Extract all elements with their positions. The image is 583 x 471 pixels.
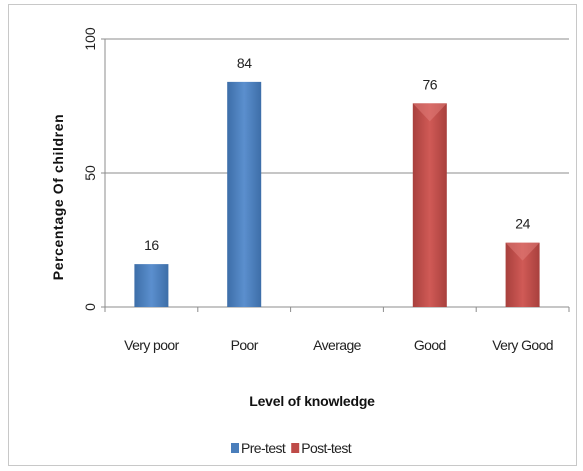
chart-frame: 0 50 100 16 84 76 24 Very poor Poor Average Good… — [8, 4, 577, 466]
data-label: 16 — [144, 237, 159, 253]
y-tick-label: 100 — [82, 27, 98, 51]
bar — [134, 264, 169, 307]
legend-swatch — [291, 443, 300, 453]
data-label: 84 — [237, 55, 252, 71]
data-label: 76 — [423, 76, 438, 92]
legend-label: Post-test — [301, 440, 352, 456]
bar — [227, 81, 262, 307]
x-category-label: Very poor — [124, 337, 179, 353]
y-tick-label: 0 — [82, 303, 98, 311]
legend: Pre-test Post-test — [231, 440, 352, 456]
bar-bevel — [505, 242, 540, 261]
y-tick-labels: 0 50 100 — [82, 27, 98, 311]
data-labels: 16 84 76 24 — [144, 55, 531, 253]
bar — [412, 103, 447, 307]
bars — [134, 81, 540, 307]
x-category-label: Average — [313, 337, 362, 353]
x-category-labels: Very poor Poor Average Good Very Good — [124, 337, 553, 353]
x-category-label: Very Good — [492, 337, 553, 353]
y-axis-title: Percentage Of children — [50, 114, 66, 280]
data-label: 24 — [515, 216, 530, 232]
bar-bevel — [412, 103, 447, 122]
x-category-label: Poor — [231, 337, 259, 353]
legend-label: Pre-test — [241, 440, 286, 456]
axes — [101, 38, 570, 312]
legend-swatch — [231, 443, 239, 453]
bar-chart: 0 50 100 16 84 76 24 Very poor Poor Average Good… — [50, 27, 570, 456]
x-axis-title: Level of knowledge — [249, 393, 375, 409]
x-category-label: Good — [414, 337, 446, 353]
gridlines — [105, 38, 569, 174]
y-tick-label: 50 — [82, 165, 98, 181]
